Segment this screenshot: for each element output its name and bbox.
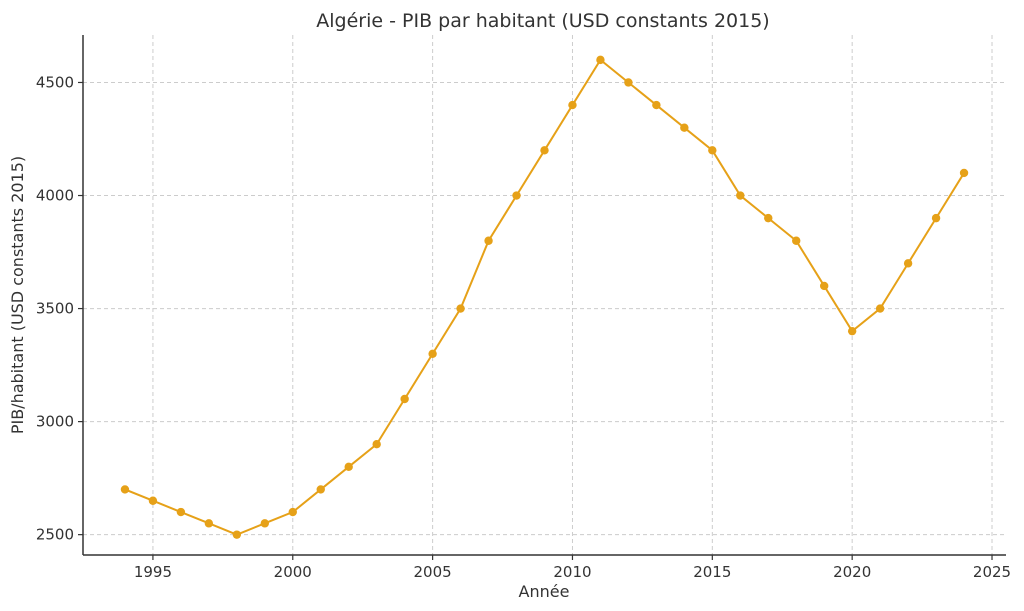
data-point <box>372 440 381 449</box>
y-tick-label: 3500 <box>36 300 74 318</box>
y-axis-label: PIB/habitant (USD constants 2015) <box>8 156 27 434</box>
data-point <box>512 191 521 200</box>
data-point <box>204 519 214 528</box>
data-point <box>624 78 633 87</box>
data-point <box>903 259 913 268</box>
axes <box>82 35 1006 556</box>
x-tick-label: 2005 <box>414 563 452 581</box>
data-point <box>652 100 661 110</box>
x-tick-label: 2000 <box>274 563 312 581</box>
y-tick-label: 4000 <box>36 187 74 205</box>
x-tick-label: 1995 <box>134 563 172 581</box>
data-point <box>680 123 689 132</box>
y-axis-ticks: 2500 3000 3500 4000 4500 <box>36 73 83 544</box>
data-point <box>316 485 325 494</box>
data-point <box>400 394 409 404</box>
series <box>120 55 969 539</box>
x-tick-label: 2020 <box>833 563 871 581</box>
x-tick-label: 2015 <box>693 563 731 581</box>
y-tick-label: 2500 <box>36 526 74 544</box>
data-point <box>232 530 242 539</box>
y-tick-label: 4500 <box>36 73 74 91</box>
chart-title: Algérie - PIB par habitant (USD constant… <box>316 10 769 32</box>
data-point <box>120 485 130 494</box>
x-tick-label: 2010 <box>553 563 591 581</box>
x-axis-ticks: 1995 2000 2005 2010 2015 2020 2025 <box>134 555 1011 581</box>
y-tick-label: 3000 <box>36 413 74 431</box>
data-point <box>847 326 857 336</box>
data-point <box>288 507 297 517</box>
data-point <box>819 281 829 291</box>
data-point <box>959 168 969 178</box>
grid <box>83 35 1006 555</box>
data-point <box>708 146 717 155</box>
x-axis-label: Année <box>519 582 570 601</box>
data-point <box>344 462 353 472</box>
data-point <box>176 507 186 517</box>
data-point <box>736 191 745 200</box>
data-point <box>792 236 801 245</box>
data-point <box>484 236 493 245</box>
data-point <box>568 100 577 110</box>
data-point <box>260 519 270 528</box>
data-point <box>148 496 158 505</box>
data-point <box>875 304 885 313</box>
data-point <box>931 213 941 223</box>
data-point <box>764 213 773 223</box>
x-tick-label: 2025 <box>973 563 1011 581</box>
series-line <box>124 58 965 536</box>
data-point <box>456 304 465 313</box>
data-point <box>428 349 437 358</box>
data-point <box>540 146 549 155</box>
data-point <box>596 55 605 65</box>
